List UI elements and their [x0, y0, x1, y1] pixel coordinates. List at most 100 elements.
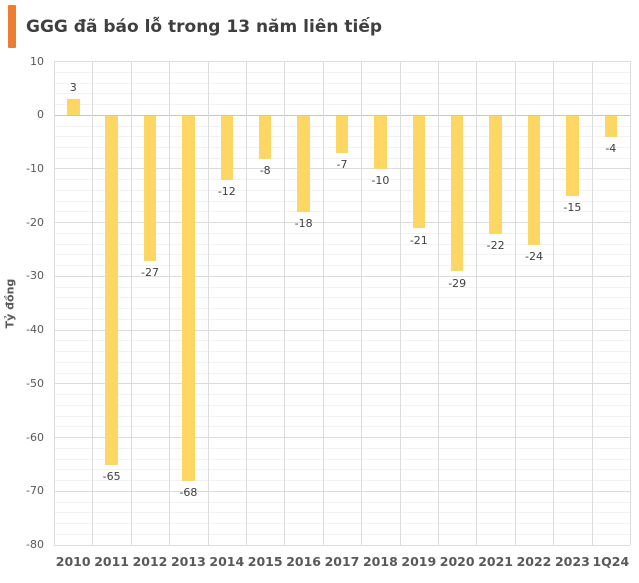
- x-tick-label: 2012: [132, 553, 168, 569]
- vertical-gridline: [476, 61, 478, 545]
- minor-gridline: [54, 458, 630, 460]
- x-tick-label: 2013: [170, 553, 206, 569]
- x-tick-label: 2018: [362, 553, 398, 569]
- bar-2019: [412, 115, 426, 229]
- x-tick-label: 2015: [247, 553, 283, 569]
- x-tick-label: 2021: [478, 553, 513, 569]
- minor-gridline: [54, 447, 630, 449]
- title-accent-bar: [8, 5, 16, 48]
- bar-2016: [297, 115, 310, 213]
- minor-gridline: [54, 297, 630, 299]
- major-gridline: [54, 437, 630, 439]
- vertical-gridline: [553, 61, 555, 545]
- minor-gridline: [54, 523, 630, 524]
- major-gridline: [54, 544, 630, 546]
- y-tick-label: -70: [26, 484, 44, 498]
- vertical-gridline: [361, 61, 363, 545]
- bar-2011: [105, 115, 118, 465]
- x-tick-label: 2023: [554, 553, 590, 569]
- x-tick-label: 2014: [209, 553, 245, 569]
- bar-value-label: -4: [605, 142, 617, 156]
- vertical-gridline: [438, 61, 439, 545]
- minor-gridline: [54, 480, 630, 481]
- bar-value-label: -24: [525, 249, 543, 263]
- vertical-gridline: [630, 61, 631, 545]
- bar-1Q24: [604, 115, 617, 138]
- x-tick-label: 2016: [286, 553, 321, 569]
- vertical-gridline: [322, 61, 324, 545]
- minor-gridline: [54, 243, 630, 245]
- minor-gridline: [54, 340, 630, 342]
- major-gridline: [54, 490, 630, 492]
- bar-value-label: -29: [448, 276, 467, 290]
- bar-2015: [258, 115, 272, 159]
- minor-gridline: [54, 189, 630, 191]
- bar-value-label: -10: [371, 174, 390, 188]
- y-tick-label: -20: [26, 215, 44, 229]
- minor-gridline: [54, 361, 630, 363]
- vertical-gridline: [514, 61, 516, 545]
- y-tick-label: 0: [37, 108, 44, 122]
- major-gridline: [54, 329, 630, 331]
- vertical-gridline: [399, 61, 401, 545]
- bar-value-label: -22: [486, 238, 505, 252]
- vertical-gridline: [207, 61, 209, 545]
- bar-2021: [489, 115, 502, 234]
- bar-value-label: -68: [179, 486, 198, 499]
- minor-gridline: [54, 318, 630, 320]
- bar-2012: [143, 115, 157, 261]
- x-tick-label: 2011: [94, 553, 129, 569]
- x-tick-label: 2022: [516, 553, 552, 569]
- bar-value-label: -8: [259, 163, 271, 177]
- vertical-gridline: [284, 61, 286, 545]
- minor-gridline: [54, 415, 630, 417]
- bar-2023: [566, 115, 579, 197]
- minor-gridline: [54, 82, 630, 84]
- vertical-gridline: [169, 61, 171, 545]
- minor-gridline: [54, 93, 630, 95]
- y-tick-label: -60: [26, 430, 44, 444]
- vertical-gridline: [246, 61, 247, 545]
- x-tick-label: 2019: [401, 553, 437, 569]
- x-tick-label: 2020: [439, 553, 475, 569]
- y-tick-label: -40: [26, 323, 44, 337]
- minor-gridline: [54, 501, 630, 503]
- bar-2018: [374, 115, 387, 170]
- bar-value-label: -21: [409, 233, 428, 247]
- minor-gridline: [54, 512, 630, 514]
- y-tick-label: -50: [26, 376, 44, 390]
- bar-value-label: -15: [563, 201, 582, 215]
- bar-2010: [67, 98, 80, 115]
- minor-gridline: [54, 286, 630, 288]
- chart-title: GGG đã báo lỗ trong 13 năm liên tiếp: [26, 17, 383, 37]
- x-tick-label: 2017: [324, 553, 360, 569]
- minor-gridline: [54, 71, 630, 73]
- minor-gridline: [54, 179, 630, 181]
- minor-gridline: [54, 372, 630, 374]
- bar-value-label: -7: [336, 158, 348, 172]
- minor-gridline: [54, 211, 630, 213]
- x-tick-label: 2010: [55, 553, 91, 569]
- x-tick-label: 1Q24: [592, 553, 630, 569]
- minor-gridline: [54, 426, 630, 428]
- bar-2013: [182, 115, 195, 481]
- vertical-gridline: [591, 61, 593, 545]
- minor-gridline: [54, 232, 630, 234]
- minor-gridline: [54, 351, 630, 353]
- y-tick-label: -80: [26, 538, 44, 551]
- y-tick-label: 10: [30, 54, 44, 68]
- bar-value-label: -65: [102, 469, 121, 483]
- bar-2014: [220, 115, 233, 181]
- y-tick-label: -10: [26, 161, 44, 175]
- minor-gridline: [54, 200, 630, 202]
- major-gridline: [54, 383, 630, 385]
- y-tick-label: -30: [26, 269, 44, 283]
- minor-gridline: [54, 469, 630, 471]
- minor-gridline: [54, 533, 630, 535]
- minor-gridline: [54, 308, 630, 310]
- bar-2017: [335, 115, 349, 154]
- major-gridline: [54, 61, 630, 62]
- major-gridline: [54, 222, 630, 224]
